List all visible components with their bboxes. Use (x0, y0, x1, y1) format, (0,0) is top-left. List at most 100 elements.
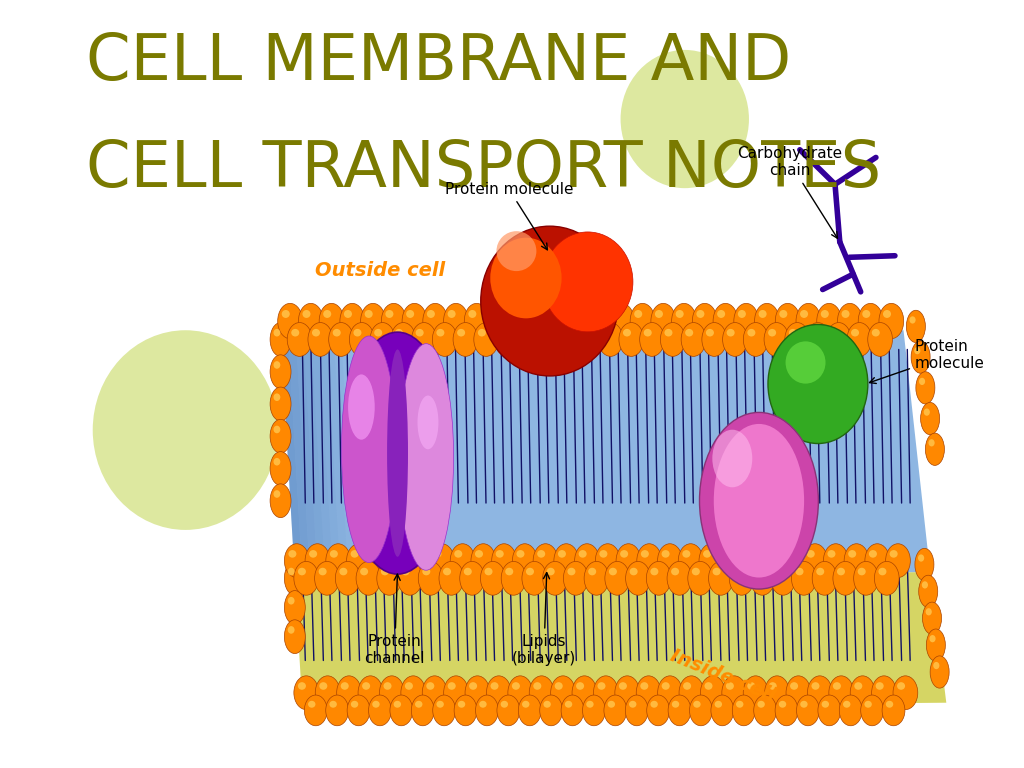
Ellipse shape (775, 695, 798, 726)
Ellipse shape (733, 568, 741, 575)
Ellipse shape (270, 484, 291, 518)
Ellipse shape (512, 544, 538, 578)
Ellipse shape (365, 310, 373, 318)
Ellipse shape (754, 695, 776, 726)
Ellipse shape (914, 347, 921, 354)
Ellipse shape (402, 303, 427, 339)
Ellipse shape (886, 700, 893, 708)
Ellipse shape (343, 332, 453, 574)
Ellipse shape (499, 329, 507, 336)
Ellipse shape (391, 323, 416, 356)
Ellipse shape (416, 329, 424, 336)
Ellipse shape (692, 303, 717, 339)
Text: CELL TRANSPORT NOTES: CELL TRANSPORT NOTES (86, 138, 881, 200)
Ellipse shape (285, 561, 305, 595)
Ellipse shape (693, 700, 700, 708)
Ellipse shape (672, 303, 696, 339)
Ellipse shape (572, 310, 580, 318)
Ellipse shape (607, 700, 615, 708)
Ellipse shape (381, 303, 407, 339)
Ellipse shape (796, 568, 804, 575)
Ellipse shape (700, 676, 725, 710)
Ellipse shape (577, 682, 584, 690)
Ellipse shape (519, 329, 527, 336)
Ellipse shape (755, 303, 779, 339)
Ellipse shape (557, 323, 582, 356)
Ellipse shape (475, 550, 483, 558)
Ellipse shape (567, 568, 575, 575)
Ellipse shape (657, 544, 682, 578)
Ellipse shape (433, 550, 441, 558)
Ellipse shape (689, 695, 713, 726)
Ellipse shape (732, 695, 755, 726)
Ellipse shape (285, 591, 305, 624)
Ellipse shape (270, 355, 291, 389)
Ellipse shape (547, 568, 555, 575)
Ellipse shape (358, 676, 383, 710)
Ellipse shape (490, 682, 499, 690)
Ellipse shape (339, 568, 347, 575)
Ellipse shape (484, 568, 493, 575)
Ellipse shape (529, 676, 554, 710)
Ellipse shape (492, 544, 516, 578)
Ellipse shape (827, 550, 836, 558)
Ellipse shape (409, 544, 433, 578)
Ellipse shape (536, 323, 561, 356)
Ellipse shape (618, 323, 644, 356)
Ellipse shape (318, 568, 327, 575)
Ellipse shape (713, 568, 721, 575)
Ellipse shape (412, 323, 436, 356)
Ellipse shape (489, 310, 497, 318)
Polygon shape (311, 337, 333, 574)
Ellipse shape (754, 568, 762, 575)
Ellipse shape (516, 550, 524, 558)
Ellipse shape (886, 544, 910, 578)
Ellipse shape (605, 561, 630, 595)
Ellipse shape (865, 544, 890, 578)
Ellipse shape (629, 700, 637, 708)
Ellipse shape (568, 303, 593, 339)
Ellipse shape (743, 323, 768, 356)
Ellipse shape (480, 227, 618, 376)
Ellipse shape (765, 676, 790, 710)
Ellipse shape (750, 561, 775, 595)
Text: Inside cell: Inside cell (668, 646, 778, 706)
Ellipse shape (918, 554, 925, 561)
Ellipse shape (464, 303, 489, 339)
Ellipse shape (769, 682, 776, 690)
Ellipse shape (460, 561, 484, 595)
Ellipse shape (614, 676, 640, 710)
Ellipse shape (451, 544, 475, 578)
Ellipse shape (867, 323, 893, 356)
Ellipse shape (588, 568, 596, 575)
Ellipse shape (609, 568, 616, 575)
Ellipse shape (308, 323, 333, 356)
Ellipse shape (667, 561, 692, 595)
Ellipse shape (501, 561, 526, 595)
Ellipse shape (701, 323, 727, 356)
Ellipse shape (497, 695, 520, 726)
Ellipse shape (291, 329, 299, 336)
Text: Carbohydrate
chain: Carbohydrate chain (737, 146, 842, 238)
Ellipse shape (418, 561, 443, 595)
Ellipse shape (393, 700, 401, 708)
Ellipse shape (812, 561, 837, 595)
Ellipse shape (93, 330, 279, 530)
Ellipse shape (922, 581, 928, 588)
Ellipse shape (668, 695, 691, 726)
Ellipse shape (377, 561, 401, 595)
Ellipse shape (838, 303, 862, 339)
Ellipse shape (298, 303, 324, 339)
Ellipse shape (595, 544, 621, 578)
Ellipse shape (786, 676, 811, 710)
Ellipse shape (288, 568, 295, 575)
Ellipse shape (454, 695, 477, 726)
Ellipse shape (350, 550, 358, 558)
Ellipse shape (626, 561, 650, 595)
Ellipse shape (848, 550, 856, 558)
Ellipse shape (764, 323, 788, 356)
Ellipse shape (676, 310, 684, 318)
Ellipse shape (443, 303, 468, 339)
Ellipse shape (469, 682, 477, 690)
Ellipse shape (273, 490, 281, 498)
